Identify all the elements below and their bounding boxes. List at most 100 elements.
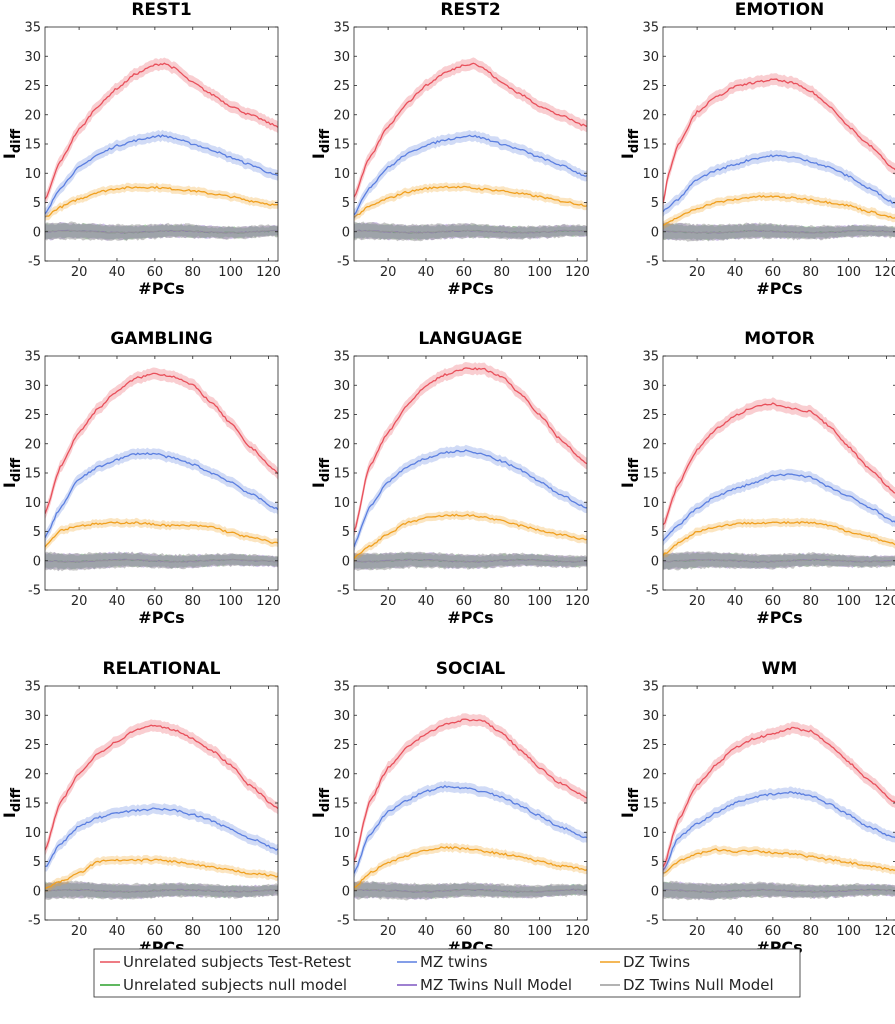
mz-band — [45, 447, 278, 544]
x-tick-label: 60 — [147, 924, 164, 939]
dz-band — [354, 842, 587, 892]
x-tick-label: 100 — [527, 265, 552, 280]
null_dz-line — [663, 888, 895, 893]
x-tick-label: 40 — [109, 924, 126, 939]
y-tick-label: 0 — [342, 225, 350, 240]
y-tick-label: 15 — [333, 797, 350, 812]
x-tick-label: 80 — [493, 594, 510, 609]
dz-line — [45, 858, 278, 890]
x-tick-label: 80 — [802, 924, 819, 939]
x-tick-label: 120 — [565, 594, 590, 609]
y-tick-label: 5 — [33, 855, 41, 870]
x-tick-label: 40 — [418, 594, 435, 609]
series-group — [663, 397, 895, 571]
legend-item: Unrelated subjects null model — [100, 976, 347, 994]
y-tick-label: 10 — [333, 167, 350, 182]
legend-label: MZ twins — [420, 953, 488, 971]
y-tick-label: 35 — [642, 680, 659, 695]
test_retest-band — [354, 57, 587, 203]
dz-line — [354, 845, 587, 888]
panel-title: RELATIONAL — [103, 659, 221, 679]
test_retest-line — [354, 62, 587, 198]
x-tick-label: 80 — [184, 594, 201, 609]
x-tick-label: 40 — [418, 265, 435, 280]
mz-band — [45, 802, 278, 872]
x-tick-label: 120 — [256, 265, 281, 280]
panel-title: REST1 — [131, 0, 191, 20]
mz-band — [354, 130, 587, 221]
plot-area — [354, 686, 587, 920]
x-tick-label: 60 — [765, 924, 782, 939]
x-tick-label: 40 — [418, 924, 435, 939]
y-tick-label: 35 — [642, 21, 659, 36]
x-tick-label: 20 — [380, 265, 397, 280]
x-tick-label: 20 — [71, 594, 88, 609]
y-tick-label: 10 — [642, 826, 659, 841]
y-tick-label: 30 — [642, 379, 659, 394]
x-tick-label: 20 — [71, 924, 88, 939]
plot-area — [663, 27, 895, 261]
y-tick-label: 25 — [333, 738, 350, 753]
dz-band — [354, 182, 587, 222]
y-axis-label: Idiff — [618, 457, 642, 488]
test_retest-band — [45, 719, 278, 857]
x-tick-label: 100 — [836, 265, 861, 280]
test_retest-line — [663, 726, 895, 868]
y-tick-label: -5 — [28, 914, 41, 929]
x-tick-label: 20 — [689, 594, 706, 609]
x-tick-label: 80 — [493, 265, 510, 280]
x-tick-label: 100 — [218, 924, 243, 939]
x-tick-label: 120 — [565, 265, 590, 280]
y-tick-label: 15 — [642, 797, 659, 812]
y-tick-label: 20 — [24, 767, 41, 782]
x-tick-label: 20 — [71, 265, 88, 280]
test_retest-line — [45, 62, 278, 200]
y-tick-label: 0 — [33, 225, 41, 240]
x-axis-label: #PCs — [138, 608, 184, 627]
y-tick-label: 30 — [333, 379, 350, 394]
legend-item: DZ Twins Null Model — [600, 976, 774, 994]
y-tick-label: 5 — [342, 525, 350, 540]
y-tick-label: 10 — [24, 167, 41, 182]
x-tick-label: 60 — [147, 265, 164, 280]
x-tick-label: 60 — [765, 265, 782, 280]
null_dz-band — [354, 880, 587, 901]
x-tick-label: 60 — [147, 594, 164, 609]
plot-area — [45, 356, 278, 590]
legend-item: MZ Twins Null Model — [397, 976, 572, 994]
test_retest-line — [354, 367, 587, 532]
series-group — [354, 713, 587, 901]
y-tick-label: 25 — [24, 408, 41, 423]
series-group — [45, 57, 278, 242]
y-tick-label: 35 — [333, 680, 350, 695]
y-tick-label: 35 — [333, 21, 350, 36]
mz-line — [45, 134, 278, 215]
legend-label: DZ Twins Null Model — [623, 976, 774, 994]
panel-title: LANGUAGE — [418, 329, 522, 349]
null_dz-band — [354, 551, 587, 571]
y-tick-label: 25 — [642, 738, 659, 753]
y-tick-label: 15 — [333, 138, 350, 153]
x-tick-label: 40 — [109, 594, 126, 609]
y-tick-label: 0 — [33, 554, 41, 569]
x-tick-label: 120 — [874, 924, 895, 939]
null_dz-band — [354, 221, 587, 242]
y-tick-label: 35 — [24, 350, 41, 365]
x-tick-label: 80 — [184, 924, 201, 939]
series-group — [45, 367, 278, 572]
mz-line — [45, 452, 278, 539]
y-tick-label: 5 — [651, 196, 659, 211]
mz-line — [663, 154, 895, 213]
mz-band — [354, 780, 587, 879]
null_dz-line — [45, 888, 278, 893]
dz-band — [45, 854, 278, 893]
y-tick-label: 20 — [333, 437, 350, 452]
y-tick-label: 0 — [651, 225, 659, 240]
y-tick-label: 5 — [33, 196, 41, 211]
test_retest-line — [663, 402, 895, 526]
plot-area — [45, 686, 278, 920]
y-tick-label: 5 — [651, 525, 659, 540]
legend-label: Unrelated subjects null model — [123, 976, 347, 994]
y-axis-label: Idiff — [618, 128, 642, 159]
